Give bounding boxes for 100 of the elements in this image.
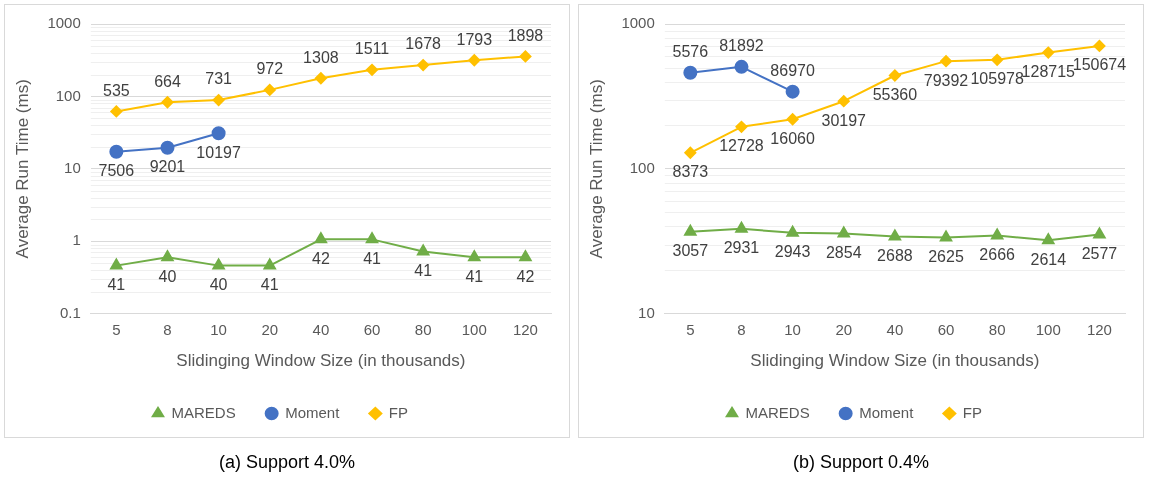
x-tick-label: 10 bbox=[784, 320, 801, 338]
point bbox=[991, 53, 1004, 66]
annotation: 7506 bbox=[98, 162, 135, 180]
point bbox=[365, 232, 379, 244]
x-tick-label: 20 bbox=[835, 320, 853, 338]
point bbox=[416, 244, 430, 256]
y-tick-label: 10 bbox=[638, 303, 655, 321]
point bbox=[734, 59, 749, 74]
legend-label: MAREDS bbox=[171, 403, 236, 421]
annotation: 1678 bbox=[405, 35, 442, 53]
point bbox=[786, 113, 799, 126]
annotation: 535 bbox=[102, 81, 130, 99]
annotation: 2931 bbox=[723, 239, 760, 257]
point bbox=[366, 63, 379, 76]
annotation: 42 bbox=[311, 249, 330, 267]
point bbox=[211, 126, 226, 141]
x-tick-label: 120 bbox=[1086, 320, 1112, 338]
y-tick-label: 100 bbox=[629, 158, 655, 176]
annotation: 8373 bbox=[672, 163, 709, 181]
annotation: 55360 bbox=[872, 85, 918, 103]
point bbox=[786, 225, 799, 237]
point bbox=[519, 50, 532, 63]
annotation: 972 bbox=[256, 60, 284, 78]
annotation: 3057 bbox=[672, 242, 709, 260]
y-tick-label: 10 bbox=[64, 158, 81, 176]
annotation: 1793 bbox=[456, 30, 493, 48]
point bbox=[417, 59, 430, 72]
annotation: 5576 bbox=[672, 43, 709, 61]
legend-label: Moment bbox=[285, 403, 341, 421]
point bbox=[161, 250, 174, 262]
annotation: 41 bbox=[414, 261, 433, 279]
point bbox=[314, 232, 328, 244]
point bbox=[1042, 233, 1055, 245]
point bbox=[939, 230, 953, 242]
annotation: 79392 bbox=[923, 71, 969, 89]
annotation: 1308 bbox=[303, 48, 339, 66]
annotation: 40 bbox=[209, 276, 228, 294]
annotation: 2577 bbox=[1081, 244, 1118, 262]
annotation: 664 bbox=[154, 72, 181, 90]
annotation: 731 bbox=[205, 70, 233, 88]
point bbox=[468, 54, 481, 67]
point bbox=[160, 140, 175, 155]
annotation: 41 bbox=[107, 276, 126, 294]
legend-label: FP bbox=[962, 403, 983, 421]
annotation: 42 bbox=[516, 267, 535, 285]
point bbox=[684, 224, 697, 236]
point bbox=[940, 55, 953, 68]
legend-label: Moment bbox=[859, 403, 915, 421]
point bbox=[1093, 39, 1106, 52]
point bbox=[110, 258, 123, 270]
y-axis-title: Average Run Time (ms) bbox=[12, 79, 32, 259]
point bbox=[735, 120, 748, 133]
annotation: 41 bbox=[260, 276, 279, 294]
x-tick-label: 80 bbox=[414, 320, 432, 338]
x-tick-label: 100 bbox=[1035, 320, 1061, 338]
annotation: 9201 bbox=[149, 158, 186, 176]
point bbox=[990, 228, 1004, 240]
annotation: 81892 bbox=[719, 37, 764, 55]
point bbox=[785, 84, 800, 99]
point bbox=[468, 250, 481, 262]
point bbox=[110, 105, 123, 118]
x-tick-label: 120 bbox=[512, 320, 538, 338]
x-tick-label: 8 bbox=[163, 320, 172, 338]
y-axis-title: Average Run Time (ms) bbox=[586, 79, 606, 259]
x-axis-title: Slidinging Window Size (in thousands) bbox=[176, 351, 466, 371]
annotation: 2614 bbox=[1030, 250, 1067, 268]
annotation: 2666 bbox=[979, 245, 1016, 263]
annotation: 86970 bbox=[770, 62, 815, 80]
point bbox=[888, 69, 901, 82]
point bbox=[212, 94, 225, 107]
y-tick-label: 0.1 bbox=[59, 303, 81, 321]
annotation: 1898 bbox=[507, 26, 544, 44]
annotation: 105978 bbox=[970, 70, 1024, 88]
x-tick-label: 5 bbox=[112, 320, 121, 338]
x-axis-title: Slidinging Window Size (in thousands) bbox=[750, 351, 1040, 371]
legend-label: FP bbox=[388, 403, 409, 421]
x-tick-label: 100 bbox=[461, 320, 487, 338]
point bbox=[263, 83, 276, 96]
point bbox=[1042, 46, 1055, 59]
annotation: 41 bbox=[363, 249, 382, 267]
x-tick-label: 5 bbox=[686, 320, 695, 338]
point bbox=[314, 72, 327, 85]
annotation: 40 bbox=[158, 267, 177, 285]
point bbox=[683, 65, 698, 80]
point bbox=[263, 258, 276, 270]
x-tick-label: 20 bbox=[261, 320, 279, 338]
x-tick-label: 10 bbox=[210, 320, 227, 338]
y-tick-label: 1000 bbox=[47, 14, 81, 32]
annotation: 2943 bbox=[774, 243, 811, 261]
annotation: 2688 bbox=[877, 246, 913, 264]
y-tick-label: 100 bbox=[55, 86, 81, 104]
y-tick-label: 1 bbox=[72, 231, 81, 249]
annotation: 2625 bbox=[928, 247, 964, 265]
point bbox=[1093, 227, 1106, 239]
point bbox=[212, 258, 225, 270]
y-tick-label: 1000 bbox=[621, 14, 655, 32]
legend-label: MAREDS bbox=[745, 403, 810, 421]
annotation: 41 bbox=[465, 267, 484, 285]
point bbox=[109, 144, 124, 159]
x-tick-label: 80 bbox=[988, 320, 1006, 338]
